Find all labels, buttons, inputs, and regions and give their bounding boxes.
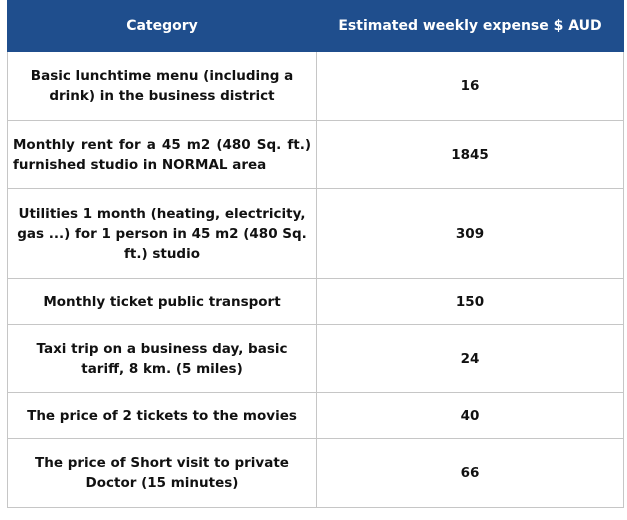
expense-value-cell: 16	[316, 51, 624, 121]
table-header-row: Category Estimated weekly expense $ AUD	[7, 0, 624, 52]
expense-value-cell: 150	[316, 278, 624, 325]
expense-value-cell: 40	[316, 392, 624, 439]
table-row: The price of Short visit to private Doct…	[7, 438, 624, 508]
category-cell: The price of 2 tickets to the movies	[7, 392, 317, 439]
expense-value-cell: 1845	[316, 120, 624, 189]
category-cell: Monthly ticket public transport	[7, 278, 317, 325]
category-cell: Monthly rent for a 45 m2 (480 Sq. ft.) f…	[7, 120, 317, 189]
category-cell: Basic lunchtime menu (including a drink)…	[7, 51, 317, 121]
category-cell: Taxi trip on a business day, basic tarif…	[7, 324, 317, 393]
category-cell: Utilities 1 month (heating, electricity,…	[7, 188, 317, 279]
table-row: Monthly ticket public transport 150	[7, 278, 624, 325]
table-row: Basic lunchtime menu (including a drink)…	[7, 51, 624, 121]
table-row: Taxi trip on a business day, basic tarif…	[7, 324, 624, 393]
expense-value-cell: 24	[316, 324, 624, 393]
table-row: Utilities 1 month (heating, electricity,…	[7, 188, 624, 279]
expense-value-cell: 309	[316, 188, 624, 279]
table-row: The price of 2 tickets to the movies 40	[7, 392, 624, 439]
category-column-header: Category	[7, 0, 317, 52]
expense-column-header: Estimated weekly expense $ AUD	[316, 0, 624, 52]
expense-table: Category Estimated weekly expense $ AUD …	[7, 0, 624, 508]
table-row: Monthly rent for a 45 m2 (480 Sq. ft.) f…	[7, 120, 624, 189]
category-cell: The price of Short visit to private Doct…	[7, 438, 317, 508]
expense-value-cell: 66	[316, 438, 624, 508]
